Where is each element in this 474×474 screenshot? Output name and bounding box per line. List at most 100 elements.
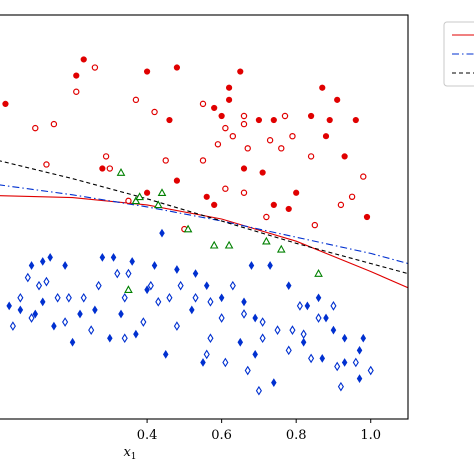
triangle-open-point bbox=[183, 224, 193, 233]
diamond-open-point bbox=[155, 297, 162, 307]
circle-open-point bbox=[311, 221, 319, 229]
legend bbox=[443, 21, 474, 87]
circle-open-point bbox=[132, 96, 140, 104]
circle-filled-point bbox=[143, 189, 151, 196]
diamond-open-point bbox=[255, 385, 262, 396]
circle-open-point bbox=[244, 145, 251, 152]
circle-filled-point bbox=[225, 84, 233, 91]
diamond-filled-point bbox=[107, 333, 113, 343]
diamond-filled-point bbox=[99, 253, 106, 262]
circle-filled-point bbox=[307, 112, 315, 120]
circle-filled-point bbox=[218, 112, 225, 120]
diamond-filled-point bbox=[218, 293, 225, 303]
circle-open-point bbox=[240, 120, 248, 128]
diamond-filled-point bbox=[237, 337, 244, 347]
diamond-open-point bbox=[296, 301, 303, 311]
diamond-filled-point bbox=[267, 261, 273, 270]
diamond-filled-point bbox=[323, 313, 329, 323]
diamond-open-point bbox=[337, 381, 344, 392]
diamond-open-point bbox=[229, 280, 236, 291]
diamond-filled-point bbox=[356, 345, 363, 355]
diamond-filled-point bbox=[252, 349, 258, 359]
circle-filled-point bbox=[270, 201, 277, 208]
circle-open-point bbox=[307, 153, 315, 160]
circle-filled-point bbox=[259, 169, 266, 176]
circle-filled-point bbox=[363, 213, 371, 221]
diamond-open-point bbox=[95, 280, 102, 291]
diamond-filled-point bbox=[271, 378, 277, 388]
diamond-filled-point bbox=[304, 301, 311, 311]
diamond-filled-point bbox=[28, 261, 35, 270]
diamond-filled-point bbox=[330, 325, 337, 335]
circle-open-point bbox=[199, 157, 207, 164]
diamond-open-point bbox=[80, 292, 87, 303]
circle-filled-point bbox=[80, 56, 87, 63]
diamond-open-point bbox=[244, 365, 251, 376]
diamond-open-point bbox=[140, 317, 147, 327]
diamond-filled-point bbox=[285, 281, 292, 291]
circle-filled-point bbox=[270, 116, 277, 124]
circle-open-point bbox=[240, 189, 248, 196]
diamond-filled-point bbox=[39, 257, 46, 266]
diamond-filled-point bbox=[356, 374, 363, 383]
decision-boundaries bbox=[0, 160, 408, 289]
diamond-filled-point bbox=[159, 228, 165, 238]
diamond-open-point bbox=[274, 325, 281, 335]
data-points bbox=[2, 56, 374, 396]
circle-open-point bbox=[240, 112, 248, 120]
circle-open-point bbox=[73, 88, 80, 95]
diamond-open-point bbox=[300, 329, 307, 339]
boundary-line-dashdot bbox=[0, 184, 408, 265]
circle-open-point bbox=[281, 112, 289, 120]
triangle-open-point bbox=[157, 188, 167, 197]
diamond-filled-point bbox=[241, 297, 247, 307]
diamond-filled-point bbox=[17, 305, 24, 315]
diamond-open-point bbox=[125, 268, 132, 279]
diamond-open-point bbox=[203, 349, 210, 360]
circle-filled-point bbox=[143, 68, 151, 75]
plot-frame bbox=[0, 14, 409, 420]
circle-open-point bbox=[222, 185, 229, 192]
circle-filled-point bbox=[341, 153, 348, 160]
circle-open-point bbox=[199, 100, 207, 108]
diamond-open-point bbox=[177, 280, 184, 291]
triangle-open-point bbox=[131, 196, 141, 205]
diamond-filled-point bbox=[189, 305, 195, 315]
circle-open-point bbox=[32, 124, 39, 132]
circle-filled-point bbox=[237, 68, 244, 75]
diamond-open-point bbox=[218, 313, 225, 323]
circle-filled-point bbox=[203, 193, 210, 200]
diamond-open-point bbox=[207, 297, 214, 307]
diamond-open-point bbox=[54, 292, 61, 303]
diamond-filled-point bbox=[144, 285, 150, 295]
circle-filled-point bbox=[322, 133, 330, 140]
diamond-open-point bbox=[259, 317, 266, 327]
triangle-open-point bbox=[209, 240, 219, 249]
triangle-open-point bbox=[153, 200, 163, 209]
circle-open-point bbox=[263, 213, 270, 221]
diamond-open-point bbox=[367, 365, 374, 376]
boundary-line-dashed bbox=[0, 160, 408, 275]
diamond-filled-point bbox=[162, 349, 169, 359]
diamond-open-point bbox=[192, 292, 199, 303]
circle-filled-point bbox=[173, 177, 181, 184]
diamond-filled-point bbox=[77, 309, 83, 319]
circle-filled-point bbox=[326, 116, 333, 124]
diamond-open-point bbox=[330, 301, 337, 311]
triangle-open-point bbox=[314, 269, 323, 277]
diamond-open-point bbox=[240, 309, 248, 319]
diamond-open-point bbox=[207, 333, 214, 344]
circle-open-point bbox=[102, 153, 110, 160]
circle-filled-point bbox=[173, 64, 181, 71]
diamond-open-point bbox=[147, 280, 154, 291]
diamond-filled-point bbox=[360, 333, 367, 343]
x-axis-label: x1 bbox=[123, 445, 136, 462]
diamond-filled-point bbox=[62, 261, 68, 270]
triangle-open-point bbox=[262, 236, 271, 245]
x-tick-label: 0.8 bbox=[286, 428, 307, 443]
diamond-open-point bbox=[88, 325, 95, 335]
diamond-open-point bbox=[166, 292, 173, 303]
circle-open-point bbox=[360, 173, 367, 180]
legend-box bbox=[443, 21, 474, 87]
diamond-filled-point bbox=[315, 293, 322, 303]
